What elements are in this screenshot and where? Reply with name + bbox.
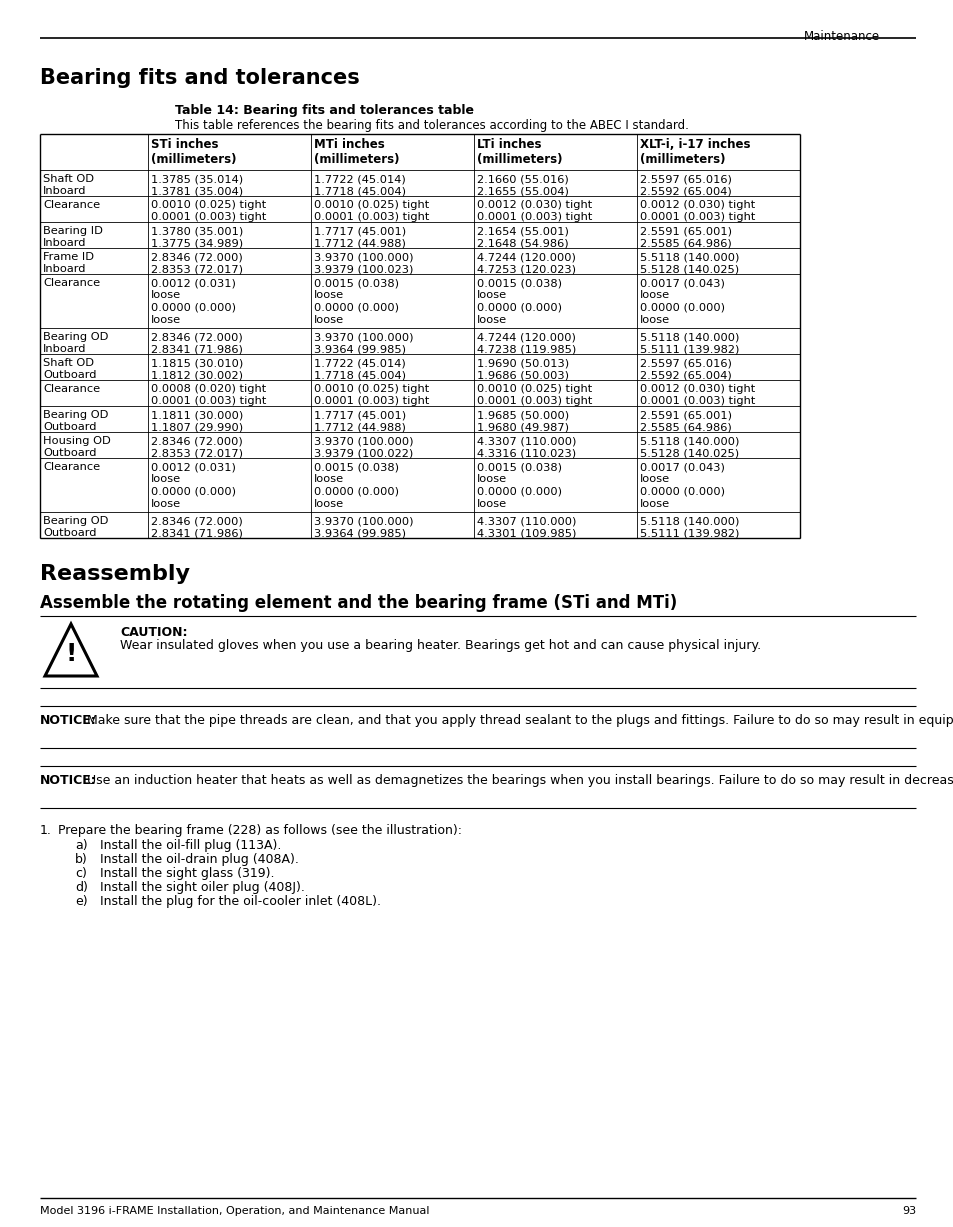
Text: Housing OD
Outboard: Housing OD Outboard	[43, 436, 111, 459]
Text: e): e)	[75, 894, 88, 908]
Text: 5.5118 (140.000)
5.5128 (140.025): 5.5118 (140.000) 5.5128 (140.025)	[639, 252, 739, 275]
Text: Clearance: Clearance	[43, 463, 100, 472]
Text: Install the plug for the oil-cooler inlet (408L).: Install the plug for the oil-cooler inle…	[100, 894, 380, 908]
Text: 0.0015 (0.038)
loose
0.0000 (0.000)
loose: 0.0015 (0.038) loose 0.0000 (0.000) loos…	[314, 279, 398, 325]
Text: Install the oil-drain plug (408A).: Install the oil-drain plug (408A).	[100, 853, 298, 866]
Text: 1.3780 (35.001)
1.3775 (34.989): 1.3780 (35.001) 1.3775 (34.989)	[151, 226, 243, 248]
Text: 0.0010 (0.025) tight
0.0001 (0.003) tight: 0.0010 (0.025) tight 0.0001 (0.003) tigh…	[476, 384, 592, 406]
Text: 2.8346 (72.000)
2.8353 (72.017): 2.8346 (72.000) 2.8353 (72.017)	[151, 252, 243, 275]
Text: Assemble the rotating element and the bearing frame (STi and MTi): Assemble the rotating element and the be…	[40, 594, 677, 612]
Text: 0.0010 (0.025) tight
0.0001 (0.003) tight: 0.0010 (0.025) tight 0.0001 (0.003) tigh…	[151, 200, 266, 222]
Text: 1.9685 (50.000)
1.9680 (49.987): 1.9685 (50.000) 1.9680 (49.987)	[476, 410, 569, 432]
Text: 0.0010 (0.025) tight
0.0001 (0.003) tight: 0.0010 (0.025) tight 0.0001 (0.003) tigh…	[314, 384, 429, 406]
Text: 0.0017 (0.043)
loose
0.0000 (0.000)
loose: 0.0017 (0.043) loose 0.0000 (0.000) loos…	[639, 279, 724, 325]
Text: 2.8346 (72.000)
2.8341 (71.986): 2.8346 (72.000) 2.8341 (71.986)	[151, 517, 243, 539]
Text: Clearance: Clearance	[43, 200, 100, 210]
Text: d): d)	[75, 881, 88, 894]
Text: Wear insulated gloves when you use a bearing heater. Bearings get hot and can ca: Wear insulated gloves when you use a bea…	[120, 639, 760, 652]
Text: 2.5597 (65.016)
2.5592 (65.004): 2.5597 (65.016) 2.5592 (65.004)	[639, 358, 731, 380]
Text: 4.3307 (110.000)
4.3301 (109.985): 4.3307 (110.000) 4.3301 (109.985)	[476, 517, 576, 539]
Text: 0.0012 (0.031)
loose
0.0000 (0.000)
loose: 0.0012 (0.031) loose 0.0000 (0.000) loos…	[151, 279, 235, 325]
Text: Bearing OD
Outboard: Bearing OD Outboard	[43, 410, 109, 432]
Text: 0.0015 (0.038)
loose
0.0000 (0.000)
loose: 0.0015 (0.038) loose 0.0000 (0.000) loos…	[314, 463, 398, 509]
Text: 2.1660 (55.016)
2.1655 (55.004): 2.1660 (55.016) 2.1655 (55.004)	[476, 174, 568, 196]
Text: !: !	[65, 642, 76, 666]
Text: STi inches
(millimeters): STi inches (millimeters)	[151, 137, 236, 167]
Text: CAUTION:: CAUTION:	[120, 626, 188, 639]
Text: Install the sight oiler plug (408J).: Install the sight oiler plug (408J).	[100, 881, 305, 894]
Text: Reassembly: Reassembly	[40, 564, 190, 584]
Text: 2.5591 (65.001)
2.5585 (64.986): 2.5591 (65.001) 2.5585 (64.986)	[639, 410, 731, 432]
Text: 0.0012 (0.030) tight
0.0001 (0.003) tight: 0.0012 (0.030) tight 0.0001 (0.003) tigh…	[639, 384, 755, 406]
Text: Use an induction heater that heats as well as demagnetizes the bearings when you: Use an induction heater that heats as we…	[87, 774, 953, 787]
Text: 93: 93	[901, 1206, 915, 1216]
Text: 0.0012 (0.030) tight
0.0001 (0.003) tight: 0.0012 (0.030) tight 0.0001 (0.003) tigh…	[639, 200, 755, 222]
Text: 4.3307 (110.000)
4.3316 (110.023): 4.3307 (110.000) 4.3316 (110.023)	[476, 436, 576, 459]
Text: 1.7717 (45.001)
1.7712 (44.988): 1.7717 (45.001) 1.7712 (44.988)	[314, 226, 406, 248]
Text: 3.9370 (100.000)
3.9364 (99.985): 3.9370 (100.000) 3.9364 (99.985)	[314, 333, 413, 355]
Text: 2.5597 (65.016)
2.5592 (65.004): 2.5597 (65.016) 2.5592 (65.004)	[639, 174, 731, 196]
Text: MTi inches
(millimeters): MTi inches (millimeters)	[314, 137, 399, 167]
Text: Shaft OD
Inboard: Shaft OD Inboard	[43, 174, 94, 196]
Text: 1.1811 (30.000)
1.1807 (29.990): 1.1811 (30.000) 1.1807 (29.990)	[151, 410, 243, 432]
Text: Install the sight glass (319).: Install the sight glass (319).	[100, 867, 274, 880]
Text: Install the oil-fill plug (113A).: Install the oil-fill plug (113A).	[100, 839, 281, 852]
Text: 2.5591 (65.001)
2.5585 (64.986): 2.5591 (65.001) 2.5585 (64.986)	[639, 226, 731, 248]
Text: 2.1654 (55.001)
2.1648 (54.986): 2.1654 (55.001) 2.1648 (54.986)	[476, 226, 568, 248]
Text: Prepare the bearing frame (228) as follows (see the illustration):: Prepare the bearing frame (228) as follo…	[58, 825, 461, 837]
Text: 0.0012 (0.030) tight
0.0001 (0.003) tight: 0.0012 (0.030) tight 0.0001 (0.003) tigh…	[476, 200, 592, 222]
Text: b): b)	[75, 853, 88, 866]
Text: 1.1815 (30.010)
1.1812 (30.002): 1.1815 (30.010) 1.1812 (30.002)	[151, 358, 243, 380]
Text: Model 3196 i-FRAME Installation, Operation, and Maintenance Manual: Model 3196 i-FRAME Installation, Operati…	[40, 1206, 429, 1216]
Text: 1.7717 (45.001)
1.7712 (44.988): 1.7717 (45.001) 1.7712 (44.988)	[314, 410, 406, 432]
Text: Clearance: Clearance	[43, 279, 100, 288]
Text: 4.7244 (120.000)
4.7238 (119.985): 4.7244 (120.000) 4.7238 (119.985)	[476, 333, 576, 355]
Text: 1.3785 (35.014)
1.3781 (35.004): 1.3785 (35.014) 1.3781 (35.004)	[151, 174, 243, 196]
Text: Shaft OD
Outboard: Shaft OD Outboard	[43, 358, 96, 380]
Text: 0.0012 (0.031)
loose
0.0000 (0.000)
loose: 0.0012 (0.031) loose 0.0000 (0.000) loos…	[151, 463, 235, 509]
Text: 5.5118 (140.000)
5.5111 (139.982): 5.5118 (140.000) 5.5111 (139.982)	[639, 517, 739, 539]
Text: Bearing OD
Inboard: Bearing OD Inboard	[43, 333, 109, 355]
Text: 1.9690 (50.013)
1.9686 (50.003): 1.9690 (50.013) 1.9686 (50.003)	[476, 358, 569, 380]
Text: Table 14: Bearing fits and tolerances table: Table 14: Bearing fits and tolerances ta…	[174, 104, 474, 117]
Text: This table references the bearing fits and tolerances according to the ABEC I st: This table references the bearing fits a…	[174, 119, 688, 133]
Text: 0.0008 (0.020) tight
0.0001 (0.003) tight: 0.0008 (0.020) tight 0.0001 (0.003) tigh…	[151, 384, 266, 406]
Text: 1.: 1.	[40, 825, 51, 837]
Text: Bearing fits and tolerances: Bearing fits and tolerances	[40, 67, 359, 88]
Text: Frame ID
Inboard: Frame ID Inboard	[43, 252, 94, 275]
Text: 2.8346 (72.000)
2.8341 (71.986): 2.8346 (72.000) 2.8341 (71.986)	[151, 333, 243, 355]
Text: 3.9370 (100.000)
3.9379 (100.022): 3.9370 (100.000) 3.9379 (100.022)	[314, 436, 413, 459]
Text: Make sure that the pipe threads are clean, and that you apply thread sealant to : Make sure that the pipe threads are clea…	[87, 714, 953, 728]
Text: 0.0010 (0.025) tight
0.0001 (0.003) tight: 0.0010 (0.025) tight 0.0001 (0.003) tigh…	[314, 200, 429, 222]
Text: 0.0015 (0.038)
loose
0.0000 (0.000)
loose: 0.0015 (0.038) loose 0.0000 (0.000) loos…	[476, 463, 561, 509]
Text: c): c)	[75, 867, 87, 880]
Text: a): a)	[75, 839, 88, 852]
Text: 5.5118 (140.000)
5.5111 (139.982): 5.5118 (140.000) 5.5111 (139.982)	[639, 333, 739, 355]
Text: 3.9370 (100.000)
3.9379 (100.023): 3.9370 (100.000) 3.9379 (100.023)	[314, 252, 413, 275]
Text: Maintenance: Maintenance	[803, 29, 879, 43]
Text: LTi inches
(millimeters): LTi inches (millimeters)	[476, 137, 562, 167]
Text: 5.5118 (140.000)
5.5128 (140.025): 5.5118 (140.000) 5.5128 (140.025)	[639, 436, 739, 459]
Text: 0.0017 (0.043)
loose
0.0000 (0.000)
loose: 0.0017 (0.043) loose 0.0000 (0.000) loos…	[639, 463, 724, 509]
Text: NOTICE:: NOTICE:	[40, 774, 96, 787]
Text: 0.0015 (0.038)
loose
0.0000 (0.000)
loose: 0.0015 (0.038) loose 0.0000 (0.000) loos…	[476, 279, 561, 325]
Text: 1.7722 (45.014)
1.7718 (45.004): 1.7722 (45.014) 1.7718 (45.004)	[314, 358, 406, 380]
Text: XLT-i, i-17 inches
(millimeters): XLT-i, i-17 inches (millimeters)	[639, 137, 750, 167]
Text: Clearance: Clearance	[43, 384, 100, 394]
Text: 1.7722 (45.014)
1.7718 (45.004): 1.7722 (45.014) 1.7718 (45.004)	[314, 174, 406, 196]
Text: 3.9370 (100.000)
3.9364 (99.985): 3.9370 (100.000) 3.9364 (99.985)	[314, 517, 413, 539]
Text: Bearing OD
Outboard: Bearing OD Outboard	[43, 517, 109, 539]
Text: NOTICE:: NOTICE:	[40, 714, 96, 728]
Text: 2.8346 (72.000)
2.8353 (72.017): 2.8346 (72.000) 2.8353 (72.017)	[151, 436, 243, 459]
Text: 4.7244 (120.000)
4.7253 (120.023): 4.7244 (120.000) 4.7253 (120.023)	[476, 252, 576, 275]
Text: Bearing ID
Inboard: Bearing ID Inboard	[43, 226, 103, 248]
